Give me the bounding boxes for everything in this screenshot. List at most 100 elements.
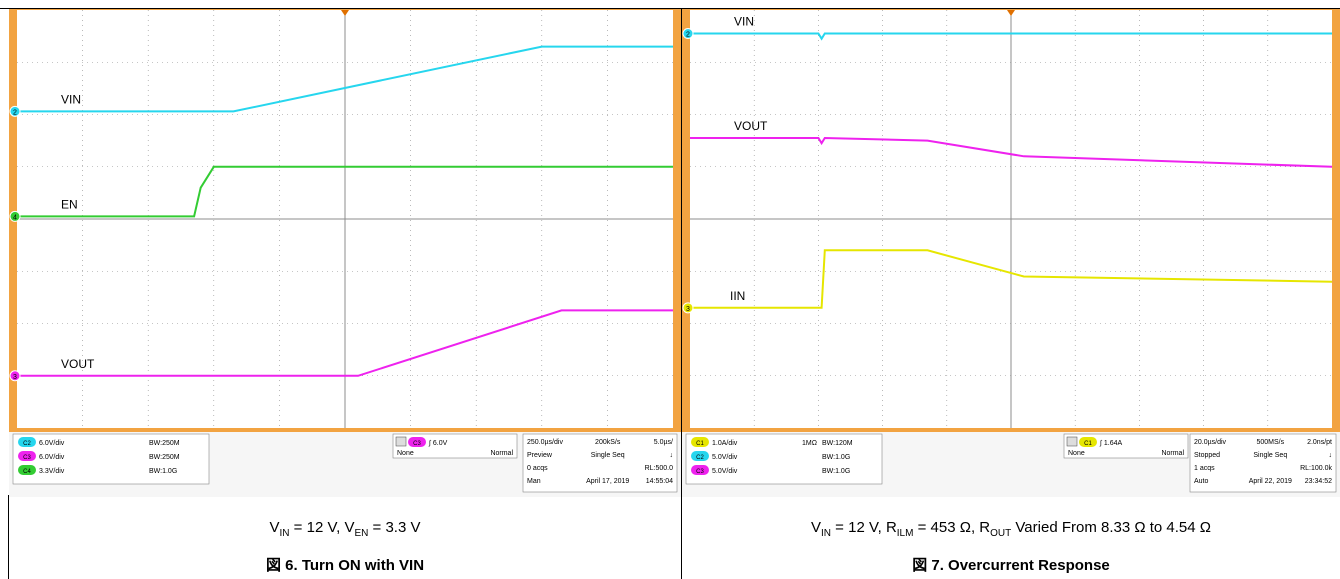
figure-caption-6: 図 6. Turn ON with VIN: [265, 557, 425, 574]
channel-scale: 6.0V/div: [39, 440, 65, 447]
timebase-cell: Single Seq: [1253, 452, 1287, 459]
ground-marker-iin: [682, 302, 694, 314]
channel-badge-icon: [691, 465, 709, 475]
ground-marker-number: 3: [686, 306, 690, 313]
channel-badge-label: C3: [23, 455, 31, 461]
trigger-position-icon: [1007, 10, 1015, 16]
timebase-box: [1189, 433, 1337, 493]
ground-marker-vin: [682, 28, 694, 40]
timebase-cell: 23:34:52: [1305, 478, 1332, 485]
scope-screen-6: VIN 2 EN 4 VOUT 3 C2 6.0V/div BW:250M C3 6.0V/div B…: [9, 9, 681, 497]
channel-badge-label: C1: [696, 441, 704, 447]
series-label-vout: VOUT: [61, 357, 95, 371]
channel-box: [12, 433, 210, 485]
trigger-position-icon: [341, 10, 349, 16]
channel-badge-icon: [18, 451, 36, 461]
series-line-en: [17, 165, 673, 218]
timebase-cell: 5.0µs/: [654, 439, 673, 446]
channel-scale: 5.0V/div: [712, 454, 738, 461]
timebase-cell: RL:100.0k: [1300, 465, 1332, 472]
series-line-vin: [690, 32, 1332, 41]
timebase-cell: Man: [527, 478, 541, 485]
channel-bandwidth: BW:250M: [149, 440, 180, 447]
channel-bandwidth: BW:250M: [149, 454, 180, 461]
timebase-cell: 2.0ns/pt: [1307, 439, 1332, 446]
timebase-cell: 14:55:04: [646, 478, 673, 485]
channel-coupling: 1MΩ: [802, 440, 817, 447]
timebase-cell: 20.0µs/div: [1194, 439, 1227, 446]
timebase-cell: ↓: [670, 452, 674, 459]
figure-caption-7: 図 7. Overcurrent Response: [912, 557, 1110, 574]
series-label-en: EN: [61, 197, 78, 211]
graticule: [690, 10, 1332, 428]
series-label-iin: IIN: [730, 289, 745, 303]
trigger-channel-badge-icon: [408, 437, 426, 447]
series-line-vout: [690, 136, 1333, 168]
timebase-box: [522, 433, 678, 493]
trigger-a-icon: [1066, 436, 1078, 447]
channel-bandwidth: BW:1.0G: [149, 468, 177, 475]
series-label-vin: VIN: [61, 92, 81, 106]
top-rule: [0, 8, 1340, 9]
ground-marker-vout: [9, 370, 21, 382]
channel-badge-label: C3: [696, 469, 704, 475]
ground-marker-number: 2: [686, 32, 690, 39]
channel-badge-label: C2: [696, 455, 704, 461]
series-label-vin: VIN: [734, 15, 754, 29]
trigger-mode: Normal: [490, 450, 513, 457]
ground-marker-number: 3: [13, 374, 17, 381]
test-condition-7: VIN = 12 V, RILM = 453 Ω, ROUT Varied Fr…: [811, 519, 1211, 539]
series-line-iin: [690, 249, 1333, 309]
channel-badge-icon: [18, 465, 36, 475]
channel-scale: 6.0V/div: [39, 454, 65, 461]
trigger-mode: Normal: [1161, 450, 1184, 457]
channel-scale: 3.3V/div: [39, 468, 65, 475]
ground-marker-vin: [9, 105, 21, 117]
channel-scale: 5.0V/div: [712, 468, 738, 475]
trigger-level: ∫ 6.0V: [428, 440, 448, 447]
trigger-channel-label: C3: [413, 441, 421, 447]
channel-scale: 1.0A/div: [712, 440, 738, 447]
series-label-vout: VOUT: [734, 119, 768, 133]
timebase-cell: April 17, 2019: [586, 478, 629, 485]
figure-7: VIN 2 VOUT IIN 3 C1 1.0A/div 1MΩ BW:120M C2 5.0V/d…: [682, 9, 1340, 579]
channel-badge-icon: [18, 437, 36, 447]
channel-badge-label: C4: [23, 469, 31, 475]
test-condition-6: VIN = 12 V, VEN = 3.3 V: [269, 519, 421, 539]
ground-marker-number: 4: [13, 214, 17, 221]
channel-bandwidth: BW:1.0G: [822, 468, 850, 475]
timebase-cell: 1 acqs: [1194, 465, 1215, 472]
trigger-channel-label: C1: [1084, 441, 1092, 447]
timebase-cell: Auto: [1194, 478, 1209, 485]
timebase-cell: 250.0µs/div: [527, 439, 563, 446]
timebase-cell: Single Seq: [591, 452, 625, 459]
left-rule: [8, 495, 9, 579]
timebase-cell: Stopped: [1194, 452, 1220, 459]
trigger-a-icon: [395, 436, 407, 447]
channel-bandwidth: BW:120M: [822, 440, 853, 447]
timebase-cell: RL:500.0: [645, 465, 674, 472]
trigger-channel-badge-icon: [1079, 437, 1097, 447]
channel-badge-icon: [691, 437, 709, 447]
ground-marker-en: [9, 210, 21, 222]
timebase-cell: 200kS/s: [595, 439, 621, 446]
graticule: [17, 10, 673, 428]
column-divider: [681, 8, 682, 579]
ground-marker-number: 2: [13, 109, 17, 116]
channel-badge-label: C2: [23, 441, 31, 447]
scope-screen-7: VIN 2 VOUT IIN 3 C1 1.0A/div 1MΩ BW:120M C2 5.0V/d…: [682, 9, 1340, 497]
channel-badge-icon: [691, 451, 709, 461]
timebase-cell: 500MS/s: [1256, 439, 1284, 446]
series-line-vin: [17, 45, 673, 113]
figure-6: VIN 2 EN 4 VOUT 3 C2 6.0V/div BW:250M C3 6.0V/div B…: [9, 9, 681, 579]
trigger-mode-label: None: [1068, 450, 1085, 457]
channel-bandwidth: BW:1.0G: [822, 454, 850, 461]
timebase-cell: April 22, 2019: [1249, 478, 1292, 485]
channel-box: [685, 433, 883, 485]
timebase-cell: 0 acqs: [527, 465, 548, 472]
timebase-cell: Preview: [527, 452, 553, 459]
timebase-cell: ↓: [1329, 452, 1333, 459]
trigger-level: ∫ 1.64A: [1099, 440, 1122, 447]
trigger-mode-label: None: [397, 450, 414, 457]
series-line-vout: [17, 309, 673, 377]
